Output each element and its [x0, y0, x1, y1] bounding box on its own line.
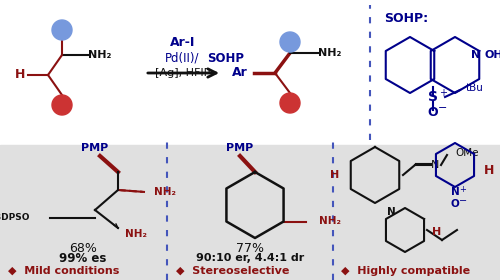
Circle shape — [52, 20, 72, 40]
Text: 99% es: 99% es — [60, 251, 106, 265]
Text: N: N — [472, 50, 480, 60]
Text: Pd(II)/: Pd(II)/ — [165, 52, 200, 64]
Text: Ar: Ar — [232, 67, 248, 80]
Circle shape — [280, 93, 300, 113]
Text: PMP: PMP — [82, 143, 108, 153]
Text: NH₂: NH₂ — [154, 187, 176, 197]
Text: NH₂: NH₂ — [318, 216, 340, 227]
Text: NH₂: NH₂ — [318, 48, 342, 58]
Text: ◆  Mild conditions: ◆ Mild conditions — [8, 266, 119, 276]
Text: OMe: OMe — [455, 148, 478, 158]
Text: H: H — [330, 170, 340, 180]
Text: −: − — [459, 196, 467, 206]
Text: NH₂: NH₂ — [88, 50, 112, 60]
Text: N: N — [450, 187, 460, 197]
Text: 77%: 77% — [236, 241, 264, 255]
Text: −: − — [438, 103, 448, 113]
Text: PMP: PMP — [226, 143, 254, 153]
Text: N: N — [388, 207, 396, 217]
Text: SOHP:: SOHP: — [384, 11, 428, 25]
Text: NH₂: NH₂ — [125, 229, 147, 239]
Text: +: + — [460, 185, 466, 193]
Text: H: H — [15, 69, 25, 81]
Text: Ar-I: Ar-I — [170, 36, 196, 48]
Text: tBu: tBu — [466, 83, 484, 93]
Text: 68%: 68% — [69, 241, 97, 255]
Text: OH: OH — [484, 50, 500, 60]
Text: +: + — [439, 88, 447, 98]
Text: TBDPSO: TBDPSO — [0, 213, 30, 223]
Circle shape — [280, 32, 300, 52]
Text: ◆  Highly compatible: ◆ Highly compatible — [341, 266, 470, 276]
Text: H: H — [432, 227, 442, 237]
Text: O: O — [450, 199, 460, 209]
Bar — [0, 145, 500, 280]
Text: O: O — [428, 106, 438, 120]
Text: ◆  Stereoselective: ◆ Stereoselective — [176, 266, 290, 276]
Text: N: N — [431, 160, 439, 170]
Text: [Ag], HFIP: [Ag], HFIP — [156, 68, 210, 78]
Text: S: S — [428, 90, 438, 104]
Text: H: H — [484, 164, 494, 176]
Text: 90:10 er, 4.4:1 dr: 90:10 er, 4.4:1 dr — [196, 253, 304, 263]
Text: SOHP: SOHP — [207, 52, 244, 64]
Circle shape — [52, 95, 72, 115]
